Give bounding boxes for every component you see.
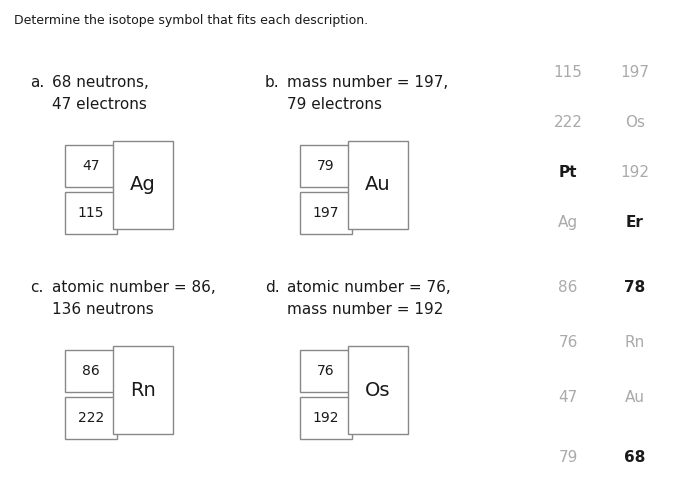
Bar: [348, 141, 408, 229]
Text: 222: 222: [78, 411, 104, 425]
Bar: [300, 397, 352, 439]
Text: 79: 79: [559, 450, 578, 465]
Text: 47 electrons: 47 electrons: [52, 97, 147, 112]
Text: Rn: Rn: [130, 380, 156, 399]
Text: d.: d.: [265, 280, 279, 295]
Text: 197: 197: [620, 65, 650, 80]
Text: 68: 68: [624, 450, 645, 465]
Bar: [348, 346, 408, 434]
Text: Ag: Ag: [558, 215, 578, 230]
Text: 76: 76: [317, 364, 335, 378]
Text: 86: 86: [559, 280, 578, 295]
Text: 192: 192: [620, 165, 650, 180]
Text: 68 neutrons,: 68 neutrons,: [52, 75, 149, 90]
Bar: [65, 397, 117, 439]
Text: b.: b.: [265, 75, 279, 90]
Bar: [300, 192, 352, 234]
Text: 78: 78: [624, 280, 645, 295]
Text: 86: 86: [82, 364, 100, 378]
Text: mass number = 192: mass number = 192: [287, 302, 443, 317]
Text: 222: 222: [554, 115, 582, 130]
Text: a.: a.: [30, 75, 44, 90]
Text: Ag: Ag: [130, 175, 156, 194]
Bar: [65, 145, 117, 187]
Text: 79: 79: [317, 159, 335, 173]
Text: Rn: Rn: [625, 335, 645, 350]
Text: atomic number = 86,: atomic number = 86,: [52, 280, 216, 295]
Text: 136 neutrons: 136 neutrons: [52, 302, 154, 317]
Text: c.: c.: [30, 280, 43, 295]
Text: Er: Er: [626, 215, 644, 230]
Bar: [65, 350, 117, 392]
Bar: [113, 346, 173, 434]
Text: mass number = 197,: mass number = 197,: [287, 75, 448, 90]
Text: 192: 192: [313, 411, 340, 425]
Text: Au: Au: [365, 175, 391, 194]
Text: 115: 115: [554, 65, 582, 80]
Text: 197: 197: [313, 206, 340, 220]
Text: atomic number = 76,: atomic number = 76,: [287, 280, 451, 295]
Text: 47: 47: [559, 390, 578, 405]
Text: Determine the isotope symbol that fits each description.: Determine the isotope symbol that fits e…: [14, 14, 368, 27]
Text: 47: 47: [83, 159, 99, 173]
Text: Au: Au: [625, 390, 645, 405]
Text: 115: 115: [78, 206, 104, 220]
Bar: [65, 192, 117, 234]
Bar: [300, 350, 352, 392]
Bar: [300, 145, 352, 187]
Text: 79 electrons: 79 electrons: [287, 97, 382, 112]
Text: Os: Os: [365, 380, 391, 399]
Text: Os: Os: [625, 115, 645, 130]
Text: Pt: Pt: [559, 165, 578, 180]
Bar: [113, 141, 173, 229]
Text: 76: 76: [559, 335, 578, 350]
